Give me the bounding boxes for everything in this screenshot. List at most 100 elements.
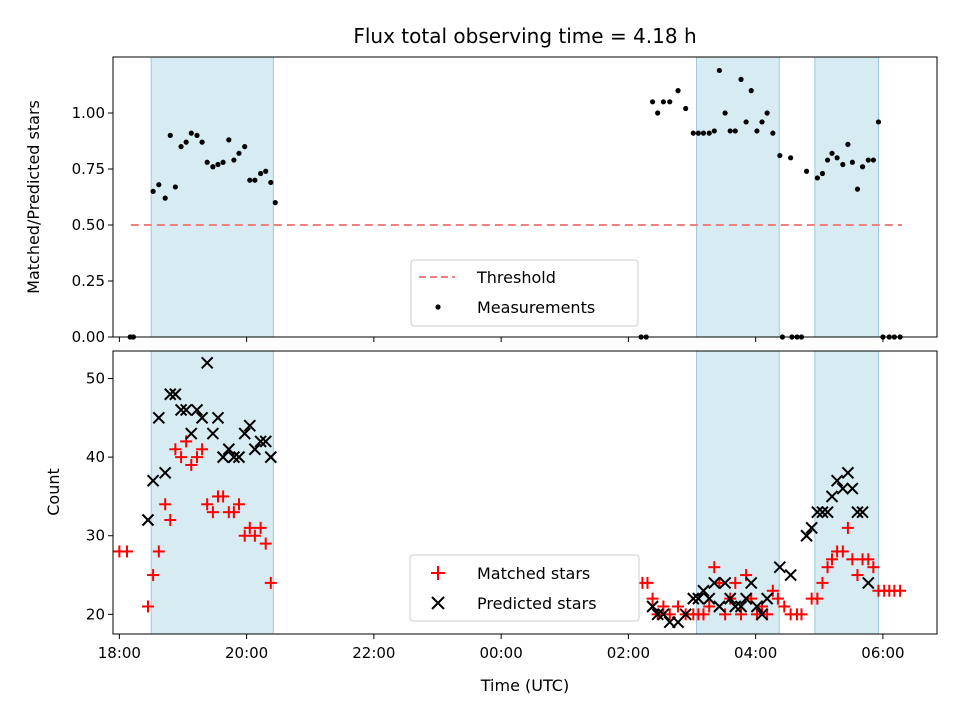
- measurement-point: [754, 128, 760, 134]
- legend-matched-label: Matched stars: [477, 564, 590, 583]
- predicted-star-point: [232, 450, 246, 464]
- bottom-xtick-label: 06:00: [861, 644, 904, 662]
- measurement-point: [236, 150, 242, 156]
- top-legend: Threshold Measurements: [410, 259, 639, 327]
- matched-stars-points: [113, 435, 907, 621]
- predicted-stars-points: [141, 356, 875, 629]
- matched-star-point: [190, 451, 203, 464]
- top-panel: 0.00 0.25 0.50 0.75 1.00 Matched/Predicted s…: [24, 56, 938, 346]
- measurement-point: [803, 168, 810, 174]
- matched-star-point: [778, 600, 791, 613]
- legend-predicted-marker: [431, 596, 445, 610]
- matched-star-point: [851, 569, 864, 582]
- matched-star-point: [862, 553, 875, 566]
- bottom-xtick-label: 00:00: [480, 644, 523, 662]
- measurement-point: [695, 130, 701, 136]
- predicted-star-point: [657, 608, 670, 621]
- measurement-point: [738, 76, 744, 82]
- measurement-point: [156, 182, 162, 188]
- predicted-star-point: [146, 474, 160, 487]
- measurement-point: [649, 99, 656, 105]
- legend-measurements-label: Measurements: [477, 298, 595, 317]
- matched-star-point: [264, 576, 277, 589]
- measurement-point: [683, 105, 689, 112]
- predicted-star-point: [185, 427, 198, 440]
- predicted-star-point: [702, 592, 716, 605]
- bottom-panel: 20 30 40 50 18:00 20:00 22:00 00:00 02:00 04:00 0…: [44, 350, 938, 695]
- matched-star-point: [697, 608, 710, 621]
- predicted-star-point: [222, 443, 236, 456]
- bottom-legend: Matched stars Predicted stars: [409, 554, 640, 622]
- predicted-star-point: [152, 411, 166, 425]
- measurement-point: [150, 188, 156, 194]
- measurement-point: [247, 177, 253, 183]
- matched-star-point: [641, 576, 654, 589]
- predicted-star-point: [200, 356, 214, 369]
- measurement-point: [231, 157, 237, 163]
- matched-star-point: [120, 545, 133, 558]
- predicted-star-point: [259, 435, 272, 448]
- measurement-point: [252, 177, 258, 183]
- top-ytick-label: 0.25: [72, 272, 105, 290]
- predicted-star-point: [238, 427, 251, 440]
- matched-star-point: [152, 545, 165, 558]
- predicted-star-point: [816, 505, 829, 519]
- predicted-star-point: [830, 474, 844, 487]
- bottom-yticks: 20 30 40 50: [86, 370, 113, 623]
- matched-star-point: [175, 451, 188, 464]
- predicted-star-point: [646, 600, 659, 613]
- matched-star-point: [846, 553, 859, 566]
- matched-star-point: [816, 576, 829, 589]
- predicted-star-point: [862, 576, 875, 590]
- matched-star-point: [159, 498, 172, 511]
- measurement-point: [272, 200, 278, 206]
- predicted-star-point: [729, 600, 742, 613]
- matched-star-point: [811, 592, 824, 605]
- measurement-point: [188, 130, 194, 136]
- measurement-point: [226, 137, 232, 143]
- predicted-star-point: [158, 466, 172, 480]
- predicted-star-point: [206, 427, 220, 440]
- measurement-point: [675, 88, 681, 94]
- bottom-y-axis-label: Count: [44, 468, 63, 516]
- predicted-star-point: [174, 403, 188, 417]
- measurement-point: [183, 139, 189, 145]
- measurement-point: [655, 110, 661, 116]
- matched-star-point: [795, 608, 808, 621]
- predicted-star-point: [227, 450, 241, 464]
- predicted-star-point: [734, 600, 748, 613]
- matched-star-point: [196, 443, 209, 456]
- matched-star-point: [826, 553, 839, 566]
- predicted-star-point: [713, 600, 726, 613]
- predicted-star-point: [697, 584, 710, 597]
- top-xticks: [118, 337, 884, 342]
- matched-star-point: [719, 608, 732, 621]
- measurement-point: [172, 184, 178, 190]
- measurement-point: [220, 159, 226, 165]
- bottom-axes-frame: [112, 350, 938, 635]
- measurement-point: [834, 155, 840, 161]
- matched-star-point: [201, 498, 214, 511]
- bottom-xticks: 18:00 20:00 22:00 00:00 02:00 04:00 06:00: [98, 634, 905, 662]
- measurement-point: [788, 155, 794, 161]
- bottom-xtick-label: 22:00: [352, 644, 395, 662]
- measurement-point: [204, 159, 210, 165]
- matched-star-point: [232, 498, 245, 511]
- observing-window-shade: [814, 56, 879, 338]
- top-ytick-label: 1.00: [72, 104, 105, 122]
- measurement-point: [667, 99, 673, 105]
- measurement-point: [824, 157, 831, 163]
- predicted-star-point: [190, 403, 204, 417]
- measurement-point: [263, 168, 269, 174]
- matched-star-point: [206, 506, 219, 519]
- measurement-point: [732, 128, 738, 134]
- predicted-star-point: [836, 482, 850, 495]
- measurement-point: [819, 170, 826, 177]
- top-axes-frame: [112, 56, 938, 338]
- predicted-star-point: [651, 608, 664, 621]
- matched-star-point: [766, 584, 779, 597]
- measurement-point: [845, 141, 851, 147]
- bottom-xtick-label: 20:00: [225, 644, 268, 662]
- top-shading: [150, 56, 879, 338]
- measurement-point: [162, 195, 168, 201]
